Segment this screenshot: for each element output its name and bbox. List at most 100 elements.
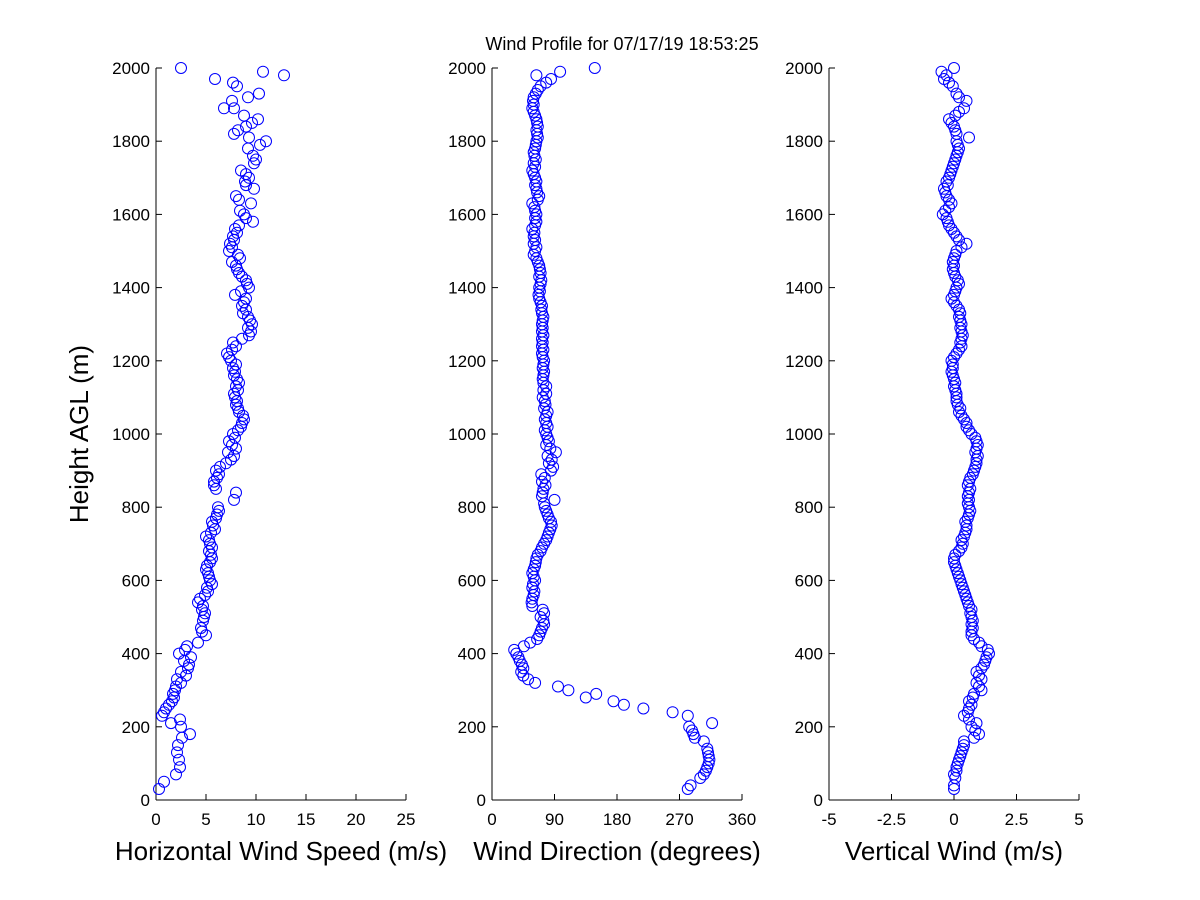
data-point bbox=[969, 724, 982, 737]
data-point bbox=[171, 746, 183, 759]
data-point bbox=[185, 651, 197, 664]
data-point bbox=[935, 65, 948, 78]
y-tick-label: 200 bbox=[795, 718, 823, 737]
data-point bbox=[239, 175, 251, 188]
data-point bbox=[212, 501, 224, 514]
y-tick-label: 400 bbox=[122, 645, 150, 664]
data-point bbox=[228, 127, 240, 140]
x-tick-label: -5 bbox=[821, 810, 836, 829]
data-point bbox=[158, 775, 170, 788]
data-point bbox=[948, 556, 960, 569]
data-point bbox=[229, 223, 241, 235]
data-point bbox=[552, 680, 564, 693]
data-point bbox=[954, 402, 967, 415]
y-tick-label: 1200 bbox=[448, 352, 486, 371]
data-point bbox=[198, 611, 210, 623]
x-tick-label: 5 bbox=[201, 810, 210, 829]
data-point bbox=[579, 691, 592, 704]
data-point bbox=[940, 175, 953, 188]
data-point bbox=[243, 131, 255, 144]
x-axis-label-horizontal-wind-speed: Horizontal Wind Speed (m/s) bbox=[115, 836, 447, 866]
data-point bbox=[257, 65, 269, 78]
data-point bbox=[243, 171, 255, 184]
data-point bbox=[247, 149, 259, 162]
y-tick-label: 800 bbox=[458, 498, 486, 517]
data-point bbox=[943, 193, 955, 206]
data-point bbox=[590, 687, 603, 700]
data-point bbox=[247, 215, 259, 228]
data-point bbox=[181, 640, 193, 653]
x-axis-label-wind-direction: Wind Direction (degrees) bbox=[473, 836, 761, 866]
data-point bbox=[232, 424, 244, 437]
y-tick-label: 400 bbox=[458, 645, 486, 664]
data-point bbox=[172, 739, 184, 752]
data-point bbox=[554, 65, 567, 78]
data-point bbox=[231, 263, 243, 276]
y-tick-label: 600 bbox=[795, 571, 823, 590]
data-point bbox=[228, 450, 240, 462]
data-point bbox=[970, 717, 983, 730]
y-tick-label: 0 bbox=[814, 791, 823, 810]
data-point bbox=[975, 640, 988, 653]
data-point bbox=[531, 84, 544, 96]
y-tick-label: 1800 bbox=[785, 132, 823, 151]
data-point bbox=[541, 406, 554, 418]
y-tick-label: 1000 bbox=[112, 425, 150, 444]
data-point bbox=[953, 545, 965, 558]
data-point bbox=[936, 208, 949, 221]
data-point bbox=[238, 208, 250, 221]
data-point bbox=[965, 603, 978, 616]
data-point bbox=[960, 237, 973, 250]
data-point bbox=[617, 698, 630, 711]
data-point bbox=[173, 647, 185, 660]
data-point bbox=[199, 589, 211, 601]
x-tick-label: 2.5 bbox=[1005, 810, 1029, 829]
data-point bbox=[536, 391, 549, 404]
data-point bbox=[214, 460, 226, 473]
data-point bbox=[945, 292, 958, 305]
data-point bbox=[236, 332, 248, 345]
data-point bbox=[701, 742, 714, 755]
data-point bbox=[960, 420, 973, 433]
data-point bbox=[963, 131, 975, 144]
x-tick-label: 20 bbox=[347, 810, 366, 829]
data-point bbox=[254, 138, 266, 151]
data-point bbox=[529, 204, 542, 217]
data-point bbox=[197, 614, 209, 627]
data-point bbox=[529, 556, 542, 569]
y-tick-label: 800 bbox=[122, 498, 150, 517]
data-point bbox=[226, 256, 238, 268]
data-point bbox=[245, 197, 257, 210]
data-point bbox=[964, 471, 977, 484]
data-point bbox=[562, 684, 575, 697]
data-point bbox=[230, 486, 242, 499]
data-point bbox=[953, 91, 965, 104]
data-point bbox=[529, 676, 542, 689]
x-tick-label: 0 bbox=[949, 810, 958, 829]
data-point bbox=[241, 277, 253, 290]
x-tick-label: 5 bbox=[1074, 810, 1083, 829]
data-point bbox=[943, 201, 955, 214]
data-point bbox=[184, 728, 196, 741]
y-tick-label: 200 bbox=[122, 718, 150, 737]
data-point bbox=[950, 281, 963, 294]
data-point bbox=[958, 413, 970, 426]
data-point bbox=[542, 457, 555, 470]
x-tick-label: 10 bbox=[247, 810, 266, 829]
data-point bbox=[943, 113, 955, 126]
y-axis-label: Height AGL (m) bbox=[64, 345, 94, 523]
data-point bbox=[666, 706, 679, 719]
y-tick-label: 1200 bbox=[785, 352, 823, 371]
data-point bbox=[160, 702, 172, 715]
data-point bbox=[533, 263, 546, 276]
data-point bbox=[278, 69, 290, 82]
data-point bbox=[948, 226, 960, 239]
data-point bbox=[681, 783, 694, 795]
data-point bbox=[538, 471, 551, 484]
data-point bbox=[526, 164, 539, 177]
data-point bbox=[230, 340, 242, 353]
data-point bbox=[175, 62, 187, 74]
data-point bbox=[203, 534, 215, 547]
data-point bbox=[951, 274, 964, 287]
data-point bbox=[227, 362, 239, 375]
